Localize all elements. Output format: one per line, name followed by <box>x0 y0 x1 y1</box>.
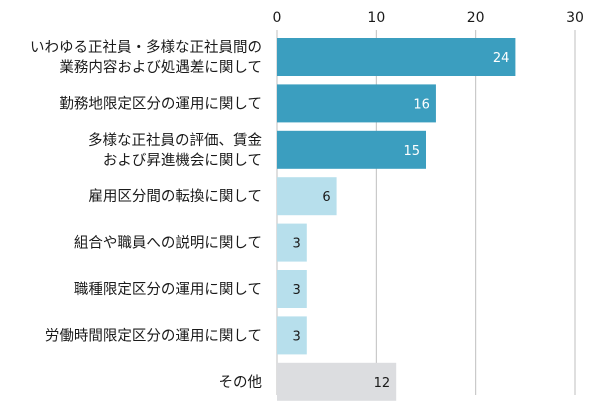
bar-value-label: 16 <box>413 97 430 112</box>
bar-value-label: 3 <box>293 283 301 298</box>
bar-value-label: 3 <box>293 329 301 344</box>
category-label: 雇用区分間の転換に関して <box>88 188 262 205</box>
x-tick-label: 10 <box>367 10 385 26</box>
bars: 24 16 15 6 3 3 3 12 <box>277 38 516 401</box>
category-label: 労働時間限定区分の運用に関して <box>45 327 262 344</box>
bar <box>277 84 436 123</box>
bar <box>277 130 426 169</box>
bar <box>277 177 337 216</box>
x-tick-label: 30 <box>566 10 584 26</box>
bar-value-label: 24 <box>493 51 510 66</box>
category-label: その他 <box>219 374 263 391</box>
bar <box>277 270 307 308</box>
category-label: 勤務地限定区分の運用に関して <box>59 95 262 112</box>
x-tick-label: 20 <box>467 10 485 26</box>
bar <box>277 362 397 401</box>
bar-value-label: 6 <box>322 190 330 205</box>
category-label: および昇進機会に関して <box>103 152 262 169</box>
category-label: 職種限定区分の運用に関して <box>74 281 262 298</box>
bar-value-label: 3 <box>293 237 301 252</box>
category-label: 多様な正社員の評価、賃金 <box>88 132 262 149</box>
bar <box>277 223 307 262</box>
category-label: 組合や職員への説明に関して <box>74 235 262 252</box>
bar-value-label: 15 <box>403 144 420 159</box>
x-axis-ticks: 0 10 20 30 <box>273 10 584 26</box>
bar <box>277 38 516 76</box>
category-label: いわゆる正社員・多様な正社員間の <box>30 39 262 56</box>
bar <box>277 316 307 355</box>
bar-value-label: 12 <box>374 376 391 391</box>
category-labels: いわゆる正社員・多様な正社員間の業務内容および処遇差に関して勤務地限定区分の運用… <box>30 39 262 391</box>
category-label: 業務内容および処遇差に関して <box>59 59 262 76</box>
x-tick-label: 0 <box>273 10 282 26</box>
